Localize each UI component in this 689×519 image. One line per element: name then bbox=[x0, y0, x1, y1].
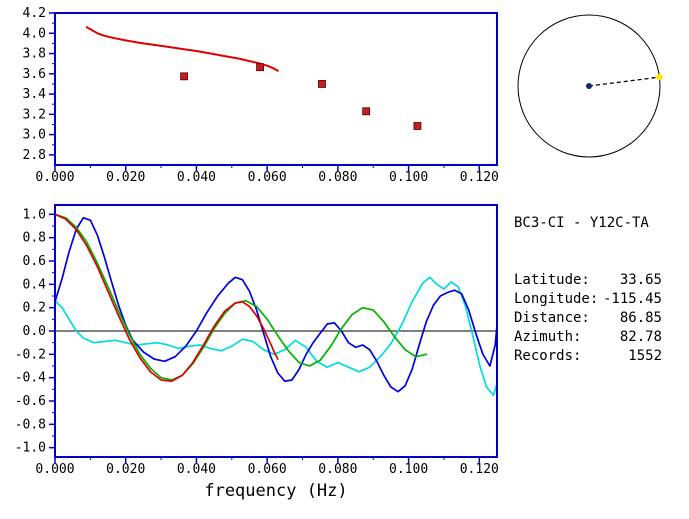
measured-phase-velocity-points bbox=[180, 72, 188, 81]
azimuth-compass bbox=[505, 8, 689, 170]
x-tick-label: 0.000 bbox=[35, 170, 74, 185]
x-tick-label: 0.000 bbox=[35, 462, 74, 477]
dispersion-series-group bbox=[85, 26, 422, 130]
plot-frame bbox=[54, 12, 498, 166]
x-tick-label: 0.120 bbox=[460, 170, 499, 185]
y-tick-label: -0.4 bbox=[15, 371, 46, 386]
y-tick-label: 0.8 bbox=[23, 231, 46, 246]
info-label: Azimuth: bbox=[514, 329, 582, 345]
x-tick-label: 0.040 bbox=[177, 170, 216, 185]
y-tick-label: 3.2 bbox=[23, 107, 46, 122]
x-tick-label: 0.080 bbox=[318, 462, 357, 477]
y-tick-label: 0.4 bbox=[23, 277, 47, 292]
compass-svg bbox=[517, 14, 663, 158]
x-axis-label: frequency (Hz) bbox=[204, 481, 347, 501]
y-tick-label: 3.6 bbox=[23, 67, 46, 82]
coherence-series-group bbox=[55, 213, 497, 397]
dispersion-plot-svg: 0.000 0.020 0.040 0.060 0.080 0.100 0.120 2.8 3.… bbox=[23, 6, 499, 185]
station-info-row: Records: 1552 bbox=[514, 347, 662, 366]
target-station-dot bbox=[656, 73, 663, 81]
info-label: Records: bbox=[514, 348, 582, 364]
x-tick-label: 0.020 bbox=[106, 170, 145, 185]
y-tick-label: 3.4 bbox=[23, 87, 47, 102]
y-tick-label: -0.2 bbox=[15, 347, 46, 362]
station-info-row: Azimuth: 82.78 bbox=[514, 328, 662, 347]
station-pair-title: BC3-CI - Y12C-TA bbox=[514, 215, 649, 231]
y-tick-label: 4.0 bbox=[23, 26, 46, 41]
cyan-trace bbox=[55, 276, 497, 397]
x-tick-label: 0.040 bbox=[177, 462, 216, 477]
info-value: -115.45 bbox=[602, 291, 662, 307]
y-tick-label: 0.6 bbox=[23, 254, 46, 269]
y-tick-label: 3.8 bbox=[23, 47, 46, 62]
info-value: 1552 bbox=[628, 348, 662, 364]
info-label: Longitude: bbox=[514, 291, 599, 307]
observed-blue-trace bbox=[55, 216, 497, 393]
dispersion-axes: 0.000 0.020 0.040 0.060 0.080 0.100 0.120 2.8 3.… bbox=[23, 6, 499, 185]
x-tick-label: 0.020 bbox=[106, 462, 145, 477]
y-tick-label: -0.8 bbox=[15, 417, 46, 432]
y-tick-label: 1.0 bbox=[23, 207, 46, 222]
y-tick-label: 2.8 bbox=[23, 148, 46, 163]
coherence-axes: 0.000 0.020 0.040 0.060 0.080 0.100 0.120 -1.0 -… bbox=[15, 207, 499, 477]
x-tick-label: 0.100 bbox=[389, 462, 428, 477]
measured-phase-velocity-points bbox=[318, 80, 326, 88]
y-tick-label: 0.2 bbox=[23, 301, 46, 316]
measured-phase-velocity-points bbox=[362, 107, 371, 116]
measured-phase-velocity-points bbox=[413, 122, 422, 130]
station-info-panel: BC3-CI - Y12C-TA Latitude: 33.65 Longitude… bbox=[514, 176, 662, 404]
y-tick-label: -1.0 bbox=[15, 441, 46, 456]
azimuth-line bbox=[588, 76, 660, 87]
x-tick-label: 0.060 bbox=[248, 462, 287, 477]
coherence-plot-svg: 0.000 0.020 0.040 0.060 0.080 0.100 0.120 -1.0 -… bbox=[15, 204, 499, 501]
y-tick-label: 0.0 bbox=[23, 324, 46, 339]
info-label: Latitude: bbox=[514, 272, 590, 288]
great-circle bbox=[517, 14, 661, 158]
station-info-row: Latitude: 33.65 bbox=[514, 271, 662, 290]
x-tick-label: 0.080 bbox=[318, 170, 357, 185]
info-value: 82.78 bbox=[619, 329, 662, 345]
source-station-dot bbox=[586, 83, 592, 89]
y-tick-label: -0.6 bbox=[15, 394, 46, 409]
fitted-red-trace bbox=[55, 213, 279, 383]
x-tick-label: 0.060 bbox=[248, 170, 287, 185]
station-info-row: Longitude: -115.45 bbox=[514, 290, 662, 309]
dispersion-chart: 0.000 0.020 0.040 0.060 0.080 0.100 0.120 2.8 3.… bbox=[0, 0, 505, 196]
y-tick-label: 3.0 bbox=[23, 128, 46, 143]
station-info-row: Distance: 86.85 bbox=[514, 309, 662, 328]
measured-phase-velocity-points bbox=[256, 63, 264, 72]
x-tick-label: 0.100 bbox=[389, 170, 428, 185]
coherence-chart: 0.000 0.020 0.040 0.060 0.080 0.100 0.120 -1.0 -… bbox=[0, 196, 505, 519]
x-tick-label: 0.120 bbox=[460, 462, 499, 477]
station-info-rows: Latitude: 33.65 Longitude: -115.45 Distance:… bbox=[514, 271, 662, 366]
y-tick-label: 4.2 bbox=[23, 6, 46, 21]
info-label: Distance: bbox=[514, 310, 590, 326]
info-value: 86.85 bbox=[619, 310, 662, 326]
model-dispersion-curve bbox=[85, 26, 279, 72]
info-value: 33.65 bbox=[619, 272, 662, 288]
